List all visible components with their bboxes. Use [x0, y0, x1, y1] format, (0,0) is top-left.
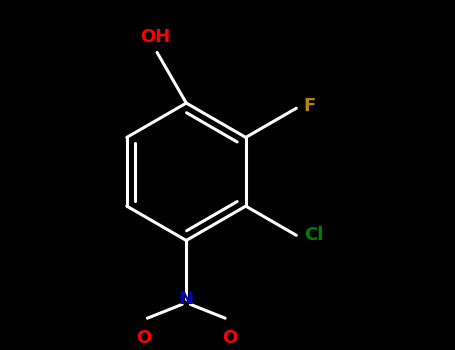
Text: Cl: Cl [304, 226, 324, 244]
Text: N: N [179, 290, 194, 308]
Text: OH: OH [140, 28, 171, 46]
Text: F: F [303, 98, 315, 116]
Text: O: O [136, 329, 151, 347]
Text: O: O [222, 329, 237, 347]
